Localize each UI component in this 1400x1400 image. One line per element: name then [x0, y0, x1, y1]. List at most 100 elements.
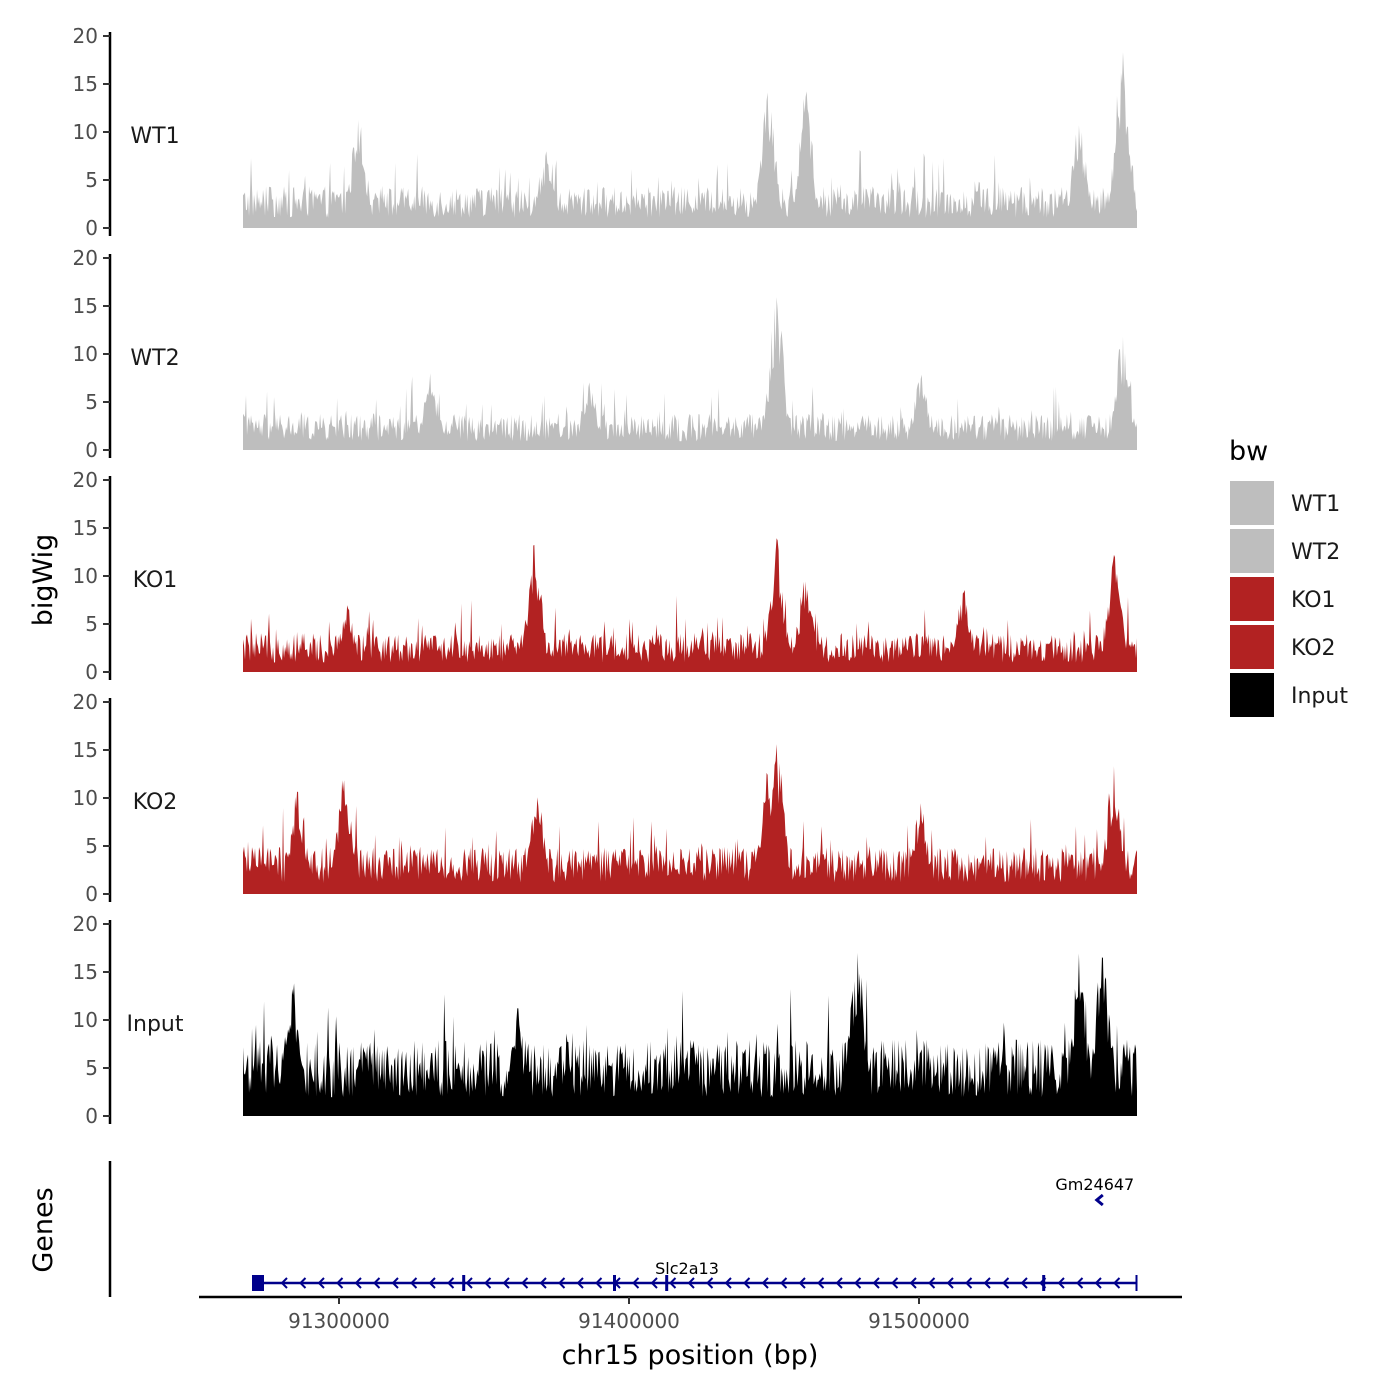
genes-panel: Slc2a13 Gm24647 [108, 1161, 1138, 1297]
strand-arrow [743, 1277, 751, 1289]
legend: bw WT1 WT2 KO1 KO2 Input [1228, 436, 1348, 719]
gene-label: Slc2a13 [655, 1259, 719, 1278]
strand-arrow [502, 1277, 510, 1289]
strand-arrow [780, 1277, 788, 1289]
strand-arrow [854, 1277, 862, 1289]
strand-arrow [595, 1277, 603, 1289]
gene-slc2a13: Slc2a13 [252, 1259, 1138, 1291]
y-tick-label: 5 [85, 834, 98, 858]
y-tick-label: 15 [73, 72, 98, 96]
y-tick-label: 5 [85, 1056, 98, 1080]
y-tick-label: 15 [73, 960, 98, 984]
strand-arrow [428, 1277, 436, 1289]
track-label-ko1: KO1 [133, 568, 178, 593]
legend-label: KO2 [1291, 636, 1336, 661]
strand-arrow [317, 1277, 325, 1289]
legend-swatch [1228, 671, 1276, 719]
strand-arrow [1039, 1277, 1047, 1289]
legend-item-ko1: KO1 [1228, 575, 1336, 623]
y-tick-label: 15 [73, 738, 98, 762]
strand-arrow [798, 1277, 806, 1289]
gene-gm24647: Gm24647 [1055, 1175, 1134, 1207]
y-tick-label: 20 [73, 24, 98, 48]
strand-arrow [965, 1277, 973, 1289]
strand-arrow [724, 1277, 732, 1289]
y-tick-label: 0 [85, 882, 98, 906]
y-tick-label: 5 [85, 390, 98, 414]
strand-arrow [632, 1277, 640, 1289]
strand-arrow [1113, 1277, 1121, 1289]
track-label-wt1: WT1 [130, 124, 179, 149]
y-tick-label: 20 [73, 690, 98, 714]
legend-swatch [1228, 623, 1276, 671]
strand-arrow [761, 1277, 769, 1289]
signal-area-wt1 [243, 52, 1137, 229]
x-axis: 91300000 91400000 91500000 [199, 1295, 1182, 1333]
genes-axis-title: Genes [28, 1187, 59, 1272]
track-wt1: 0 5 10 15 20 WT1 [73, 24, 1137, 240]
strand-arrow [410, 1277, 418, 1289]
strand-arrow [983, 1277, 991, 1289]
strand-arrow [354, 1277, 362, 1289]
strand-arrow [558, 1277, 566, 1289]
x-tick-label: 91400000 [578, 1309, 680, 1333]
y-tick-label: 10 [73, 342, 98, 366]
strand-arrow [1094, 1193, 1104, 1207]
strand-arrow [373, 1277, 381, 1289]
track-input: 0 5 10 15 20 Input [73, 912, 1137, 1128]
strand-arrow [687, 1277, 695, 1289]
y-tick-label: 0 [85, 438, 98, 462]
strand-arrow [650, 1277, 658, 1289]
y-tick-label: 0 [85, 1104, 98, 1128]
y-tick-label: 15 [73, 516, 98, 540]
bigwig-tracks: 0 5 10 15 20 WT1 0 5 10 15 20 WT2 0 5 10 15 20 KO1 0 5 10 15 2… [73, 24, 1137, 1128]
legend-swatch [1228, 479, 1276, 527]
x-tick-label: 91500000 [868, 1309, 970, 1333]
strand-arrow [1002, 1277, 1010, 1289]
signal-area-wt2 [243, 297, 1137, 450]
track-label-ko2: KO2 [133, 790, 178, 815]
strand-arrow [835, 1277, 843, 1289]
strand-arrow [465, 1277, 473, 1289]
legend-label: WT2 [1291, 540, 1340, 565]
strand-arrow [299, 1277, 307, 1289]
strand-arrow [447, 1277, 455, 1289]
legend-swatch [1228, 575, 1276, 623]
strand-arrow [706, 1277, 714, 1289]
y-tick-label: 0 [85, 216, 98, 240]
y-tick-label: 5 [85, 612, 98, 636]
track-label-input: Input [127, 1012, 184, 1037]
strand-arrow [891, 1277, 899, 1289]
strand-arrow [1094, 1277, 1102, 1289]
y-tick-label: 10 [73, 564, 98, 588]
strand-arrow [576, 1277, 584, 1289]
legend-title: bw [1229, 436, 1268, 467]
track-label-wt2: WT2 [130, 346, 179, 371]
y-tick-label: 20 [73, 912, 98, 936]
strand-arrow [928, 1277, 936, 1289]
legend-item-input: Input [1228, 671, 1348, 719]
strand-arrow [946, 1277, 954, 1289]
strand-arrow [817, 1277, 825, 1289]
y-tick-label: 10 [73, 1008, 98, 1032]
strand-arrow [613, 1277, 621, 1289]
strand-arrow [539, 1277, 547, 1289]
signal-area-ko2 [243, 744, 1137, 894]
legend-label: Input [1291, 684, 1348, 709]
gene-exon [252, 1275, 264, 1291]
legend-label: KO1 [1291, 588, 1336, 613]
strand-arrow [1057, 1277, 1065, 1289]
y-axis-title: bigWig [28, 534, 59, 627]
strand-arrow [521, 1277, 529, 1289]
x-axis-title: chr15 position (bp) [562, 1340, 819, 1371]
signal-area-ko1 [243, 538, 1137, 672]
strand-arrow [336, 1277, 344, 1289]
gene-label: Gm24647 [1055, 1175, 1134, 1194]
signal-area-input [243, 952, 1137, 1116]
track-ko2: 0 5 10 15 20 KO2 [73, 690, 1137, 906]
y-tick-label: 15 [73, 294, 98, 318]
y-tick-label: 10 [73, 786, 98, 810]
y-tick-label: 20 [73, 246, 98, 270]
strand-arrow [1076, 1277, 1084, 1289]
